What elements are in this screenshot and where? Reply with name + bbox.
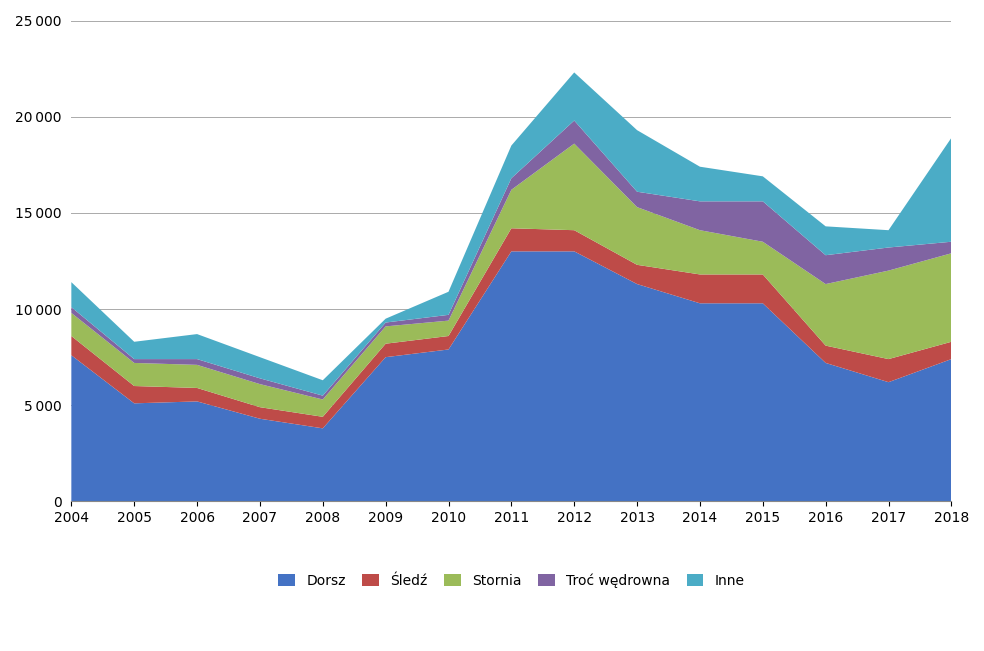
Legend: Dorsz, Śledź, Stornia, Troć wędrowna, Inne: Dorsz, Śledź, Stornia, Troć wędrowna, In… [272, 566, 751, 594]
